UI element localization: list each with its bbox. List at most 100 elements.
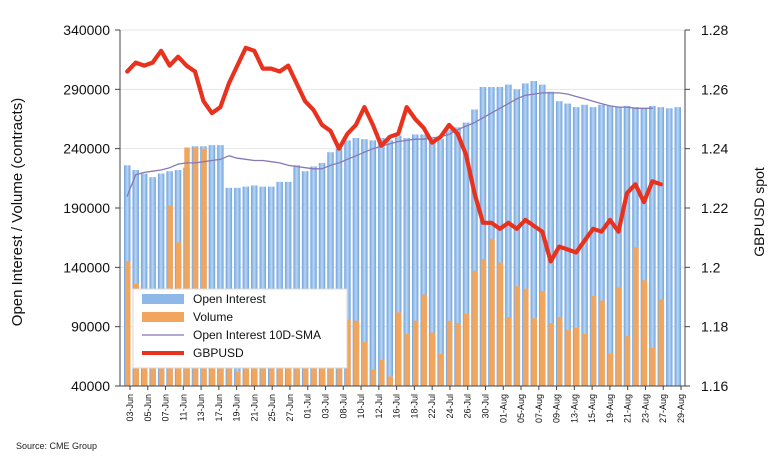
volume-bar	[345, 319, 351, 386]
volume-bar	[565, 330, 571, 386]
open-interest-bar	[267, 186, 275, 386]
open-interest-bar	[428, 139, 436, 386]
x-tick-label: 08-Jul	[338, 394, 348, 419]
x-tick-label: 27-Aug	[658, 394, 668, 423]
x-tick-label: 22-Jul	[427, 394, 437, 419]
legend: Open Interest Volume Open Interest 10D-SMA…	[132, 288, 348, 369]
open-interest-bar	[623, 105, 631, 387]
x-tick-label: 12-Jul	[374, 394, 384, 419]
x-tick-label: 29-Aug	[676, 394, 686, 423]
volume-bar	[455, 323, 461, 386]
open-interest-bar	[462, 122, 470, 386]
x-tick-label: 16-Jul	[392, 394, 402, 419]
open-interest-bar	[251, 185, 258, 386]
volume-bar	[472, 270, 478, 386]
open-interest-bar	[284, 181, 292, 386]
open-interest-bar	[522, 83, 529, 387]
open-interest-bar	[411, 134, 419, 386]
left-tick-label: 240000	[63, 141, 110, 157]
volume-bar	[294, 364, 300, 386]
x-tick-label: 07-Aug	[534, 394, 544, 423]
open-interest-bar	[140, 173, 148, 386]
x-tick-label: 15-Aug	[587, 394, 597, 423]
volume-bar	[379, 359, 385, 386]
x-tick-label: 24-Jul	[445, 394, 455, 419]
volume-bar	[480, 259, 487, 386]
open-interest-bar	[640, 108, 648, 386]
x-tick-label: 01-Aug	[498, 394, 508, 423]
volume-bar	[573, 327, 580, 386]
volume-bar	[387, 376, 394, 386]
x-tick-label: 05-Jun	[143, 394, 153, 422]
volume-bar	[125, 261, 131, 386]
x-tick-label: 19-Jun	[232, 394, 242, 422]
volume-bar	[582, 333, 588, 386]
x-tick-label: 09-Aug	[552, 394, 562, 423]
right-tick-label: 1.26	[701, 81, 728, 97]
open-interest-bar	[479, 86, 487, 387]
volume-bar	[540, 291, 546, 386]
open-interest-bar	[454, 127, 461, 386]
open-interest-bar	[259, 186, 266, 386]
x-tick-label: 21-Aug	[623, 394, 633, 423]
open-interest-bar	[217, 145, 224, 386]
open-interest-bar	[395, 135, 402, 386]
open-interest-bar	[581, 104, 588, 386]
right-tick-label: 1.2	[701, 259, 721, 275]
volume-bar	[412, 320, 419, 386]
volume-bar	[184, 147, 190, 386]
open-interest-bar	[471, 109, 478, 387]
open-interest-bar	[234, 187, 241, 386]
open-interest-bar	[318, 162, 326, 386]
left-tick-label: 190000	[63, 200, 110, 216]
x-tick-label: 13-Jun	[196, 394, 206, 422]
open-interest-bar	[301, 171, 309, 386]
left-axis-label: Open Interest / Volume (contracts)	[9, 98, 26, 326]
volume-bar	[489, 238, 495, 386]
open-interest-bar	[310, 166, 317, 386]
x-tick-label: 03-Jul	[321, 394, 331, 419]
x-tick-label: 30-Jul	[480, 394, 490, 419]
source-note: Source: CME Group	[16, 441, 98, 451]
open-interest-bar	[437, 139, 444, 386]
open-interest-bar	[598, 104, 605, 386]
volume-bar	[658, 299, 665, 386]
volume-bar	[192, 147, 199, 386]
open-interest-bar	[674, 107, 681, 386]
left-tick-label: 340000	[63, 22, 110, 38]
volume-bar	[243, 361, 250, 386]
volume-bar	[463, 313, 470, 386]
open-interest-bar	[564, 103, 571, 386]
right-tick-label: 1.22	[701, 200, 728, 216]
open-interest-bar	[403, 137, 410, 386]
left-tick-label: 40000	[71, 378, 110, 394]
x-tick-label: 07-Jun	[161, 394, 171, 422]
right-axis-label: GBPUSD spot	[751, 167, 767, 257]
x-tick-label: 25-Jun	[267, 394, 277, 422]
open-interest-bar	[505, 84, 512, 386]
volume-bar	[260, 356, 266, 386]
volume-bar	[641, 280, 648, 386]
open-interest-bar	[496, 86, 504, 387]
volume-bar	[531, 318, 538, 386]
open-interest-bar	[615, 107, 622, 386]
open-interest-bar	[293, 165, 300, 386]
left-tick-label: 90000	[71, 319, 110, 335]
open-interest-bar	[361, 139, 368, 386]
volume-bar	[235, 371, 241, 386]
x-tick-label: 03-Jun	[125, 394, 135, 422]
open-interest-bar	[420, 134, 427, 386]
x-tick-label: 23-Aug	[640, 394, 650, 423]
open-interest-bar	[276, 181, 283, 386]
volume-bar	[548, 323, 554, 386]
volume-bar	[624, 336, 631, 386]
volume-bar	[404, 333, 410, 386]
open-interest-bar	[386, 140, 394, 386]
gbpusd-line	[125, 45, 663, 264]
x-tick-label: 26-Jul	[463, 394, 473, 419]
open-interest-bar	[327, 152, 334, 386]
open-interest-bar	[632, 107, 639, 386]
open-interest-bar	[445, 129, 453, 386]
volume-bar	[506, 317, 512, 386]
